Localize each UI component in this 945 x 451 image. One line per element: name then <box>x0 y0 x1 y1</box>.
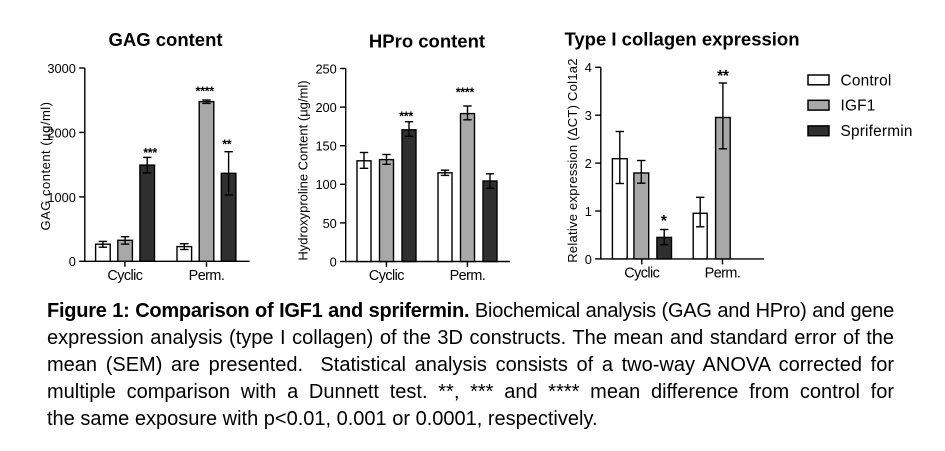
svg-text:0: 0 <box>69 254 76 269</box>
svg-text:2000: 2000 <box>47 125 75 140</box>
svg-text:Cyclic: Cyclic <box>107 268 142 284</box>
svg-text:200: 200 <box>315 100 336 115</box>
svg-text:Control: Control <box>841 72 892 89</box>
svg-text:***: *** <box>399 110 413 124</box>
svg-text:1000: 1000 <box>47 190 75 205</box>
svg-text:Perm.: Perm. <box>189 268 225 284</box>
svg-text:Relative expression (ΔCT) Col1: Relative expression (ΔCT) Col1a2 <box>565 58 580 263</box>
svg-text:100: 100 <box>315 177 336 192</box>
svg-text:GAG content: GAG content <box>108 29 222 50</box>
svg-text:HPro content: HPro content <box>369 31 485 52</box>
svg-text:250: 250 <box>315 61 336 76</box>
svg-text:**: ** <box>717 68 730 85</box>
svg-text:Perm.: Perm. <box>450 268 486 284</box>
svg-text:Cyclic: Cyclic <box>369 268 404 284</box>
svg-text:3000: 3000 <box>47 61 75 76</box>
svg-text:0: 0 <box>585 252 592 267</box>
svg-text:3: 3 <box>585 108 592 123</box>
svg-text:0: 0 <box>330 254 337 269</box>
svg-text:Cyclic: Cyclic <box>624 265 659 281</box>
svg-text:GAG content (µg/ml): GAG content (µg/ml) <box>38 102 53 231</box>
svg-text:150: 150 <box>315 139 336 154</box>
svg-text:Perm.: Perm. <box>705 265 741 281</box>
svg-text:50: 50 <box>323 216 337 231</box>
svg-text:*: * <box>661 213 668 230</box>
svg-text:**: ** <box>222 138 232 152</box>
svg-text:4: 4 <box>585 60 592 75</box>
svg-text:IGF1: IGF1 <box>841 98 876 115</box>
svg-text:****: **** <box>195 84 214 98</box>
svg-text:Sprifermin: Sprifermin <box>841 123 913 140</box>
svg-text:Hydroxyproline Content (µg/ml): Hydroxyproline Content (µg/ml) <box>296 80 311 260</box>
svg-text:2: 2 <box>585 156 592 171</box>
svg-text:****: **** <box>456 86 475 100</box>
svg-text:1: 1 <box>585 204 592 219</box>
svg-text:Type I collagen expression: Type I collagen expression <box>564 29 799 50</box>
svg-text:***: *** <box>143 146 157 160</box>
